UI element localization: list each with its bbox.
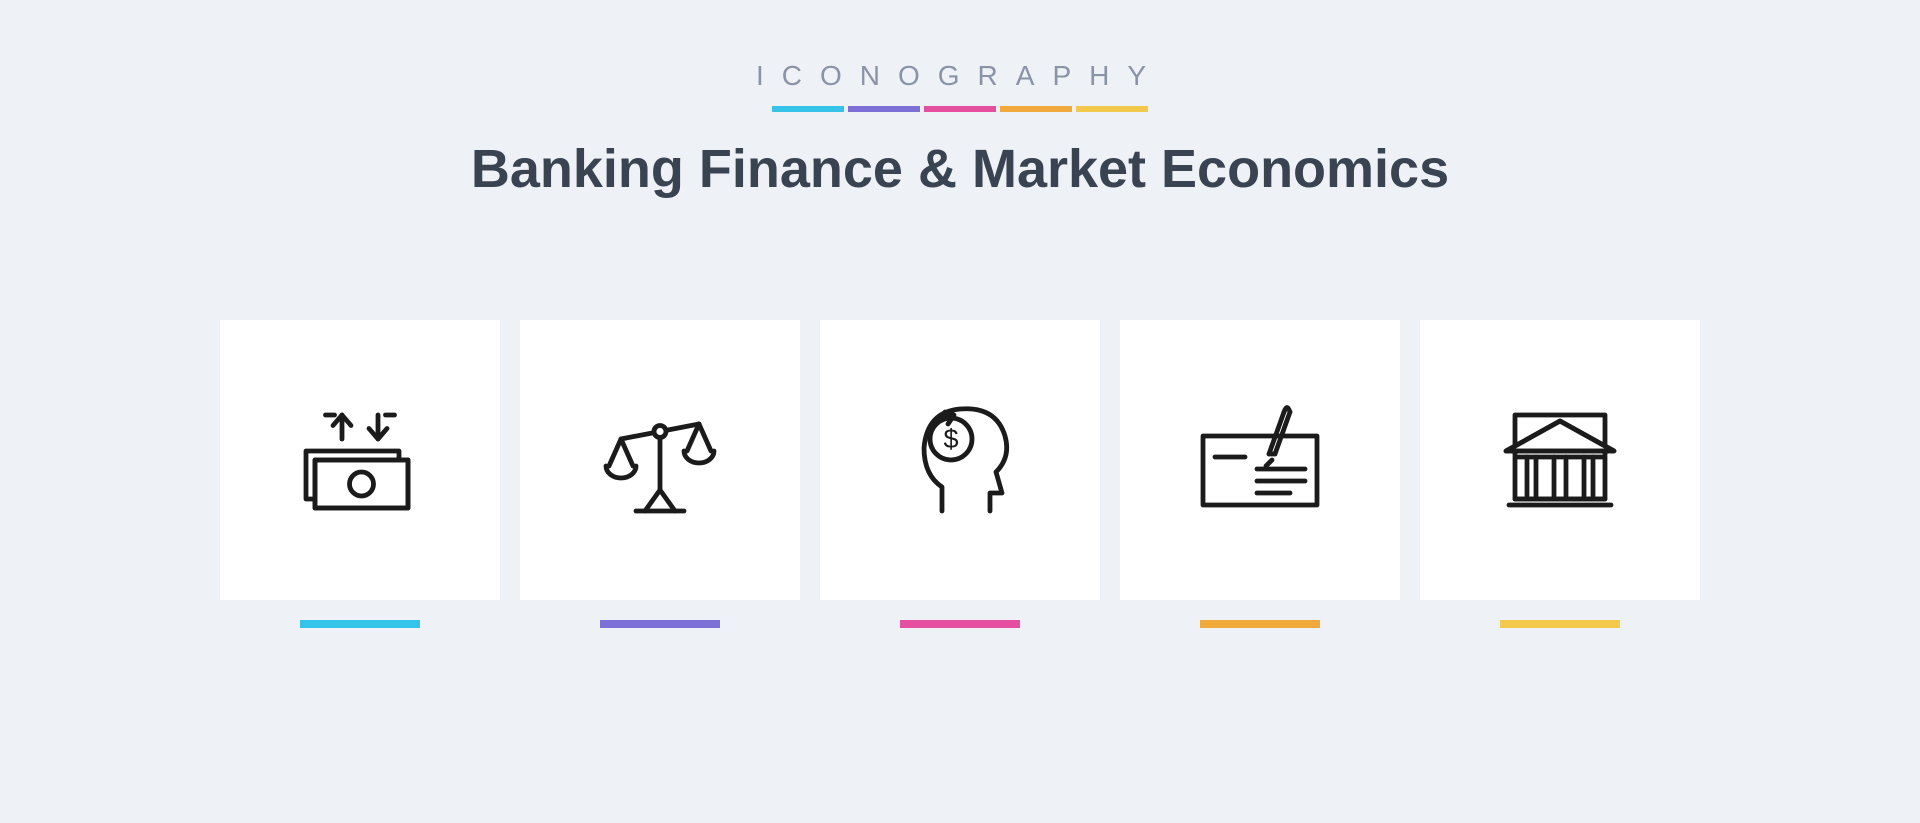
- page-header: ICONOGRAPHY Banking Finance & Market Eco…: [471, 60, 1449, 200]
- bank-building-icon: [1485, 385, 1635, 535]
- card-accent: [900, 620, 1020, 628]
- cheque-icon: [1185, 385, 1335, 535]
- card-accent: [1500, 620, 1620, 628]
- svg-text:$: $: [943, 424, 958, 454]
- icon-grid: $: [220, 320, 1700, 628]
- brand-underline: [471, 106, 1449, 112]
- icon-card-money-mindset: $: [820, 320, 1100, 628]
- underline-seg-2: [848, 106, 920, 112]
- card-accent: [1200, 620, 1320, 628]
- icon-card-cash-transfer: [220, 320, 500, 628]
- icon-card-balance-scale: [520, 320, 800, 628]
- icon-box: [1120, 320, 1400, 600]
- page-title: Banking Finance & Market Economics: [471, 138, 1449, 200]
- card-accent: [300, 620, 420, 628]
- icon-box: [220, 320, 500, 600]
- cash-transfer-icon: [285, 385, 435, 535]
- balance-scale-icon: [585, 385, 735, 535]
- underline-seg-1: [772, 106, 844, 112]
- underline-seg-4: [1000, 106, 1072, 112]
- card-accent: [600, 620, 720, 628]
- underline-seg-5: [1076, 106, 1148, 112]
- icon-card-cheque: [1120, 320, 1400, 628]
- underline-seg-3: [924, 106, 996, 112]
- icon-box: [1420, 320, 1700, 600]
- icon-box: [520, 320, 800, 600]
- icon-box: $: [820, 320, 1100, 600]
- brand-label: ICONOGRAPHY: [471, 60, 1449, 92]
- icon-card-bank-building: [1420, 320, 1700, 628]
- money-mindset-icon: $: [885, 385, 1035, 535]
